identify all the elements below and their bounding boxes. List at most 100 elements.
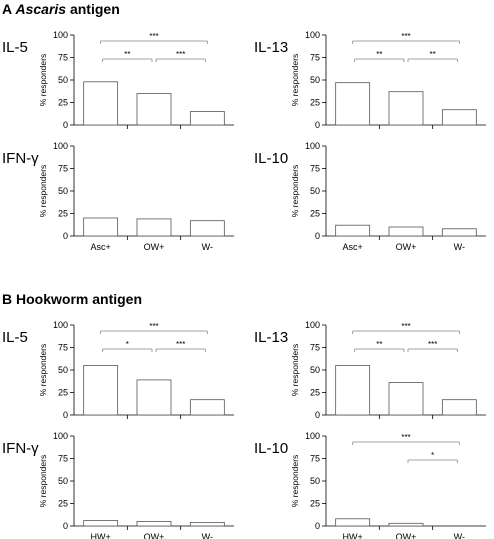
- bar: [441, 109, 477, 126]
- y-tick-label: 100: [53, 141, 68, 151]
- bar: [335, 518, 371, 527]
- y-tick-label: 100: [305, 431, 320, 441]
- bar: [136, 218, 172, 237]
- bar: [335, 365, 371, 416]
- x-tick-label: W-: [454, 242, 465, 252]
- significance-label: ***: [149, 322, 158, 331]
- x-tick-label: OW+: [396, 532, 417, 539]
- y-tick-label: 100: [305, 30, 320, 40]
- section-a-title: A Ascaris antigen: [2, 1, 120, 17]
- y-tick-label: 50: [58, 186, 68, 196]
- significance-label: **: [124, 50, 130, 59]
- y-tick-label: 0: [315, 521, 320, 531]
- y-tick-label: 100: [53, 431, 68, 441]
- significance-label: ***: [428, 340, 437, 349]
- significance-label: ***: [149, 32, 158, 41]
- y-axis-label: % responders: [38, 344, 48, 396]
- x-tick-label: W-: [202, 532, 213, 539]
- significance-label: *: [126, 340, 129, 349]
- y-axis-label: % responders: [290, 344, 300, 396]
- bar: [136, 521, 172, 527]
- section-a-label: Ascaris: [14, 1, 66, 17]
- y-tick-label: 25: [58, 499, 68, 509]
- significance-label: ***: [176, 50, 185, 59]
- x-tick-label: HW+: [91, 532, 111, 539]
- panel-title: IL-5: [2, 329, 28, 346]
- y-axis-label: % responders: [38, 165, 48, 217]
- y-tick-label: 25: [58, 388, 68, 398]
- y-tick-label: 50: [58, 365, 68, 375]
- y-tick-label: 0: [315, 410, 320, 420]
- x-tick-label: Asc+: [91, 242, 111, 252]
- y-tick-label: 50: [310, 186, 320, 196]
- section-b-title: B Hookworm antigen: [2, 291, 142, 307]
- bar: [136, 379, 172, 416]
- y-tick-label: 0: [315, 231, 320, 241]
- y-tick-label: 75: [310, 343, 320, 353]
- significance-label: **: [430, 50, 436, 59]
- x-tick-label: HW+: [343, 532, 363, 539]
- y-tick-label: 25: [310, 209, 320, 219]
- y-tick-label: 0: [63, 521, 68, 531]
- panel-title: IL-5: [2, 39, 28, 56]
- y-tick-label: 25: [310, 499, 320, 509]
- y-axis-label: % responders: [290, 54, 300, 106]
- y-tick-label: 50: [310, 75, 320, 85]
- y-tick-label: 50: [58, 75, 68, 85]
- bar: [136, 93, 172, 126]
- bar: [335, 82, 371, 126]
- y-tick-label: 50: [310, 365, 320, 375]
- x-tick-label: OW+: [396, 242, 417, 252]
- x-tick-label: W-: [202, 242, 213, 252]
- significance-label: *: [431, 451, 434, 460]
- y-tick-label: 25: [310, 388, 320, 398]
- y-tick-label: 100: [305, 141, 320, 151]
- y-tick-label: 75: [310, 53, 320, 63]
- bar: [388, 382, 424, 416]
- x-tick-label: OW+: [144, 532, 165, 539]
- panel-title: IL-10: [254, 440, 288, 457]
- bar: [189, 399, 225, 416]
- y-tick-label: 75: [310, 164, 320, 174]
- y-tick-label: 75: [310, 454, 320, 464]
- panel-title: IFN-γ: [2, 440, 39, 457]
- y-tick-label: 50: [58, 476, 68, 486]
- panel-title: IL-10: [254, 150, 288, 167]
- bar: [388, 522, 424, 527]
- bar: [441, 399, 477, 416]
- y-tick-label: 75: [58, 53, 68, 63]
- chart-panel-3: IFN-γ 0 25 50 75 100 % responders Asc+ OW+ W-: [2, 141, 234, 252]
- chart-panel-7: IFN-γ 0 25 50 75 100 % responders HW+ OW+ W-: [2, 431, 234, 539]
- y-tick-label: 0: [63, 231, 68, 241]
- chart-panel-4: IL-10 0 25 50 75 100 % responders Asc+ OW+ W-: [254, 141, 486, 252]
- y-tick-label: 0: [315, 120, 320, 130]
- y-tick-label: 0: [63, 120, 68, 130]
- panel-title: IFN-γ: [2, 150, 39, 167]
- bar: [83, 81, 119, 126]
- y-tick-label: 50: [310, 476, 320, 486]
- significance-label: **: [376, 340, 382, 349]
- y-tick-label: 100: [53, 320, 68, 330]
- x-tick-label: OW+: [144, 242, 165, 252]
- x-tick-label: W-: [454, 532, 465, 539]
- significance-label: ***: [401, 433, 410, 442]
- section-b-label: Hookworm antigen: [16, 291, 142, 307]
- bar: [388, 91, 424, 126]
- bar: [441, 228, 477, 237]
- bar: [388, 226, 424, 237]
- y-tick-label: 75: [58, 343, 68, 353]
- panel-title: IL-13: [254, 39, 288, 56]
- y-tick-label: 25: [58, 209, 68, 219]
- y-tick-label: 0: [63, 410, 68, 420]
- x-tick-label: Asc+: [343, 242, 363, 252]
- y-axis-label: % responders: [38, 54, 48, 106]
- significance-label: ***: [176, 340, 185, 349]
- bar: [335, 224, 371, 237]
- section-a-letter: A: [2, 1, 12, 17]
